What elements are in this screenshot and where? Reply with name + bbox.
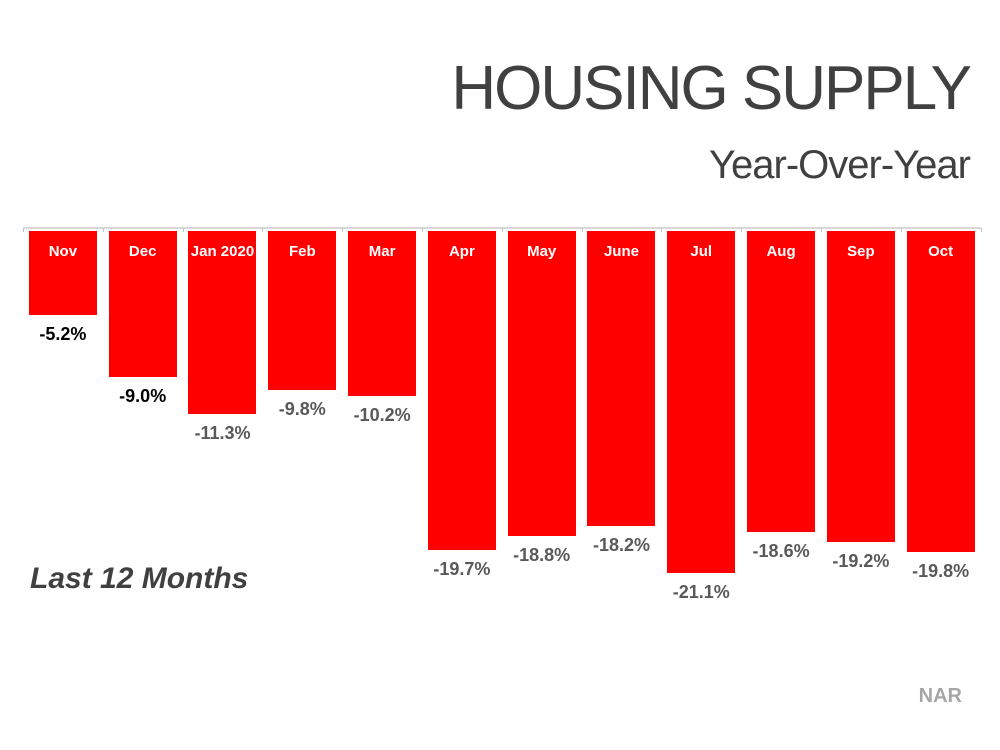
bar-month-label: Aug [766, 243, 796, 260]
bar-slot-may: May -18.8% [502, 231, 582, 603]
bar-value-label: -11.3% [194, 423, 251, 443]
bar-value-label: -19.2% [832, 551, 890, 571]
footnote-last-12-months: Last 12 Months [30, 562, 249, 595]
bar-apr: Apr [427, 231, 496, 550]
bar-month-label: Mar [368, 243, 396, 260]
bar-slot-oct: Oct -19.8% [901, 231, 981, 603]
bar-sep: Sep [826, 231, 895, 542]
bar-aug: Aug [747, 231, 816, 532]
bar-value-label: -19.8% [912, 561, 970, 581]
bar-value-label: -9.8% [278, 399, 326, 419]
bar-dec: Dec [108, 231, 177, 377]
bar-month-label: Sep [847, 243, 875, 260]
bar-june: June [587, 231, 656, 526]
bar-chart: Nov -5.2% Dec -9.0% Jan 2020 -11.3% Feb -9.8% Ma… [23, 227, 982, 627]
axis-tick [342, 228, 344, 232]
bar-slot-aug: Aug -18.6% [741, 231, 821, 603]
axis-tick [102, 228, 104, 232]
bar-may: May [507, 231, 576, 536]
bar-feb: Feb [268, 231, 337, 390]
bar-value-label: -21.1% [672, 582, 730, 602]
bar-month-label: Dec [128, 243, 157, 260]
axis-tick [581, 228, 583, 232]
bar-month-label: Jan 2020 [190, 243, 255, 260]
bar-month-label: Feb [288, 243, 316, 260]
axis-tick [741, 228, 743, 232]
page-title: HOUSING SUPPLY [451, 54, 972, 123]
axis-tick [821, 228, 822, 232]
source-label: NAR [918, 685, 962, 707]
axis-tick [900, 228, 902, 232]
bar-slot-sep: Sep -19.2% [821, 231, 901, 603]
bar-month-label: Jul [690, 243, 713, 260]
axis-tick [23, 228, 24, 232]
bars: Nov -5.2% Dec -9.0% Jan 2020 -11.3% Feb -9.8% Ma… [23, 231, 981, 603]
bar-slot-jul: Jul -21.1% [661, 231, 741, 603]
bar-month-label: Oct [928, 243, 954, 260]
bar-slot-dec: Dec -9.0% [103, 231, 183, 603]
bar-month-label: Apr [448, 243, 475, 260]
bar-nov: Nov [28, 231, 97, 315]
bar-jan-2020: Jan 2020 [188, 231, 257, 414]
bar-value-label: -18.2% [592, 535, 650, 555]
bar-value-label: -18.8% [513, 545, 571, 565]
bar-slot-june: June -18.2% [582, 231, 662, 603]
bar-month-label: May [527, 243, 557, 260]
axis-baseline [23, 227, 981, 229]
bar-value-label: -10.2% [353, 405, 411, 425]
bar-jul: Jul [667, 231, 736, 573]
bar-value-label: -19.7% [433, 559, 491, 579]
bar-month-label: June [603, 243, 639, 260]
bar-month-label: Nov [48, 243, 78, 260]
axis-tick [980, 228, 982, 232]
axis-tick [501, 228, 503, 232]
bar-value-label: -5.2% [39, 324, 87, 344]
axis-tick [182, 228, 184, 232]
axis-ticks [23, 228, 982, 233]
bar-mar: Mar [348, 231, 417, 396]
bar-slot-jan-2020: Jan 2020 -11.3% [183, 231, 263, 603]
bar-slot-mar: Mar -10.2% [342, 231, 422, 603]
bar-oct: Oct [906, 231, 975, 552]
axis-tick [661, 228, 663, 232]
page-subtitle: Year-Over-Year [709, 143, 971, 187]
axis-tick [422, 228, 423, 232]
bar-value-label: -9.0% [119, 386, 167, 406]
bar-slot-feb: Feb -9.8% [262, 231, 342, 603]
bar-value-label: -18.6% [752, 541, 810, 561]
axis-tick [262, 228, 264, 232]
bar-slot-apr: Apr -19.7% [422, 231, 502, 603]
bar-slot-nov: Nov -5.2% [23, 231, 103, 603]
